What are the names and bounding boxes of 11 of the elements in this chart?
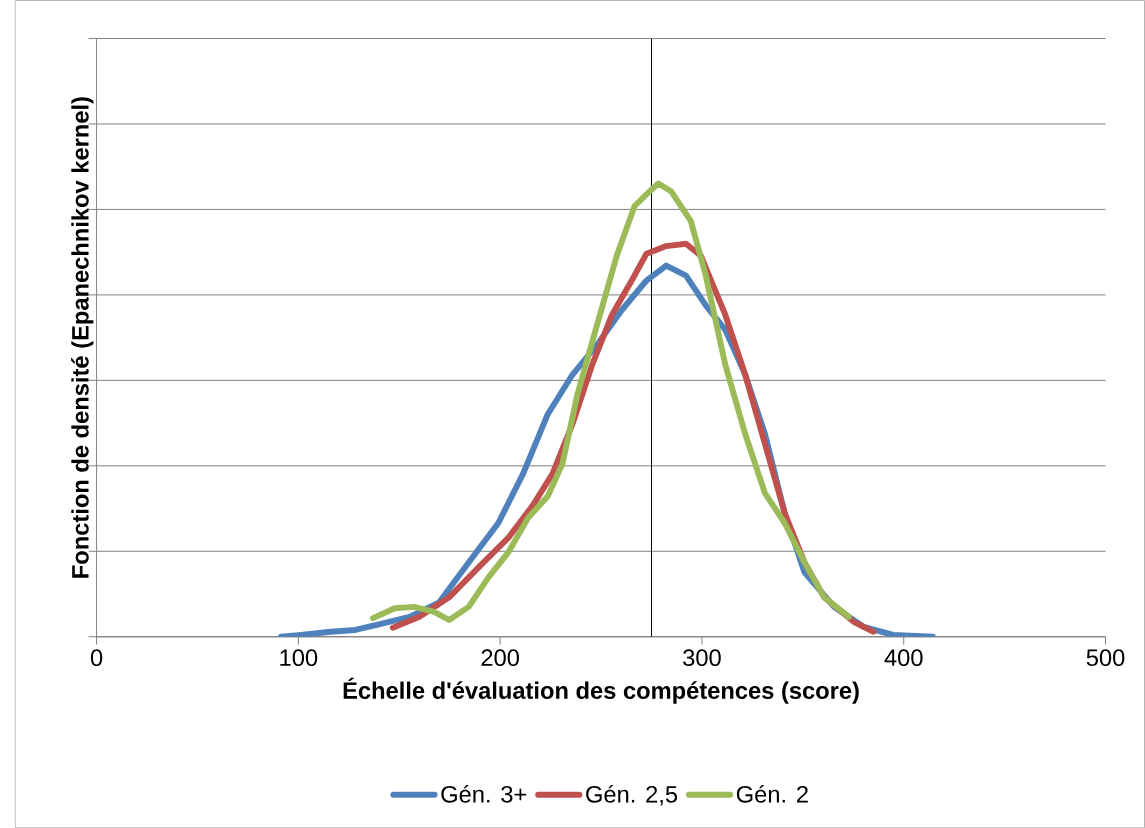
x-tick-label: 0 (90, 649, 103, 666)
legend-label: Gén. 3+ (441, 784, 527, 803)
y-axis-title: Fonction de densité (Epanechnikov kernel) (71, 97, 94, 578)
x-tick-label: 300 (683, 649, 721, 666)
x-tick-label: 100 (280, 649, 318, 666)
x-axis-title: Échelle d'évaluation des compétences (score) (343, 677, 859, 704)
x-tick-label: 200 (481, 649, 519, 666)
legend-label: Gén. 2,5 (586, 784, 678, 806)
legend-label: Gén. 2 (736, 784, 808, 803)
x-tick-label: 500 (1086, 649, 1125, 666)
x-tick-label: 400 (884, 649, 923, 666)
